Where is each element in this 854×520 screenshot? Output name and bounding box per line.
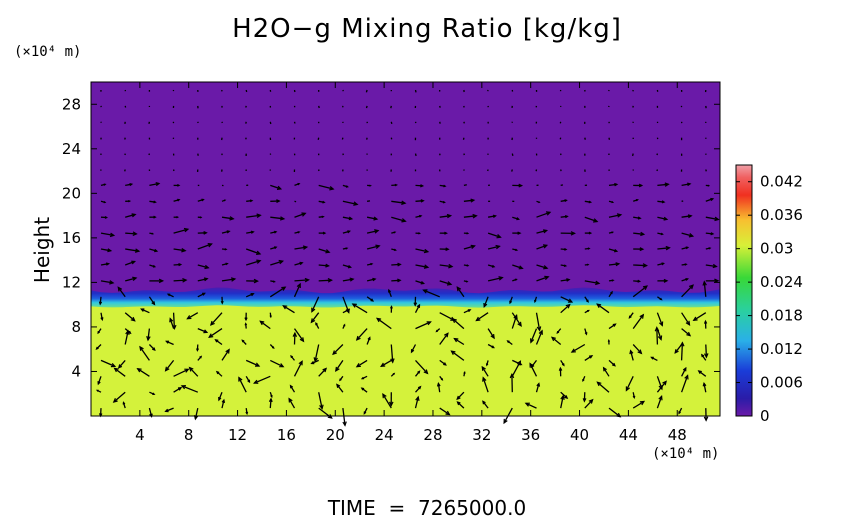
colorbar-tick-label: 0.03 <box>760 240 793 258</box>
time-value: 7265000.0 <box>418 496 526 520</box>
wind-arrow <box>560 138 561 140</box>
colorbar-tick-label: 0.006 <box>760 374 803 392</box>
x-tick-label: 16 <box>277 426 296 444</box>
wind-arrow <box>367 185 370 186</box>
wind-arrow <box>464 185 467 186</box>
x-tick-label: 4 <box>135 426 145 444</box>
x-tick-label: 44 <box>619 426 638 444</box>
wind-arrow <box>174 217 178 218</box>
colorbar-tick-label: 0.024 <box>760 273 803 291</box>
x-tick-label: 48 <box>668 426 687 444</box>
colorbar-tick-label: 0.012 <box>760 340 803 358</box>
wind-arrow <box>440 106 441 108</box>
wind-arrow <box>295 122 296 124</box>
colorbar-tick-label: 0.036 <box>760 206 803 224</box>
wind-arrow <box>149 122 150 124</box>
wind-arrow <box>416 90 417 92</box>
x-tick-label: 12 <box>228 426 247 444</box>
y-tick-label: 8 <box>71 318 81 336</box>
x-tick-label: 20 <box>326 426 345 444</box>
wind-arrow <box>440 122 441 124</box>
wind-arrow <box>416 154 417 156</box>
x-tick-label: 40 <box>570 426 589 444</box>
wind-arrow <box>174 185 179 187</box>
lower-layer <box>91 302 720 416</box>
wind-arrow <box>706 170 707 172</box>
wind-arrow <box>342 138 343 140</box>
x-tick-label: 28 <box>423 426 442 444</box>
time-label: TIME <box>328 496 376 520</box>
wind-arrow <box>125 201 130 202</box>
x-tick-label: 24 <box>375 426 394 444</box>
time-readout: TIME = 7265000.0 <box>0 496 854 520</box>
y-tick-label: 24 <box>62 140 81 158</box>
x-tick-label: 36 <box>521 426 540 444</box>
x-tick-label: 8 <box>184 426 194 444</box>
y-tick-label: 12 <box>62 273 81 291</box>
x-tick-label: 32 <box>472 426 491 444</box>
wind-arrow <box>198 217 201 218</box>
wind-arrow <box>125 170 126 172</box>
colorbar-tick-label: 0.042 <box>760 173 803 191</box>
time-eq: = <box>389 496 406 520</box>
colorbar-tick-label: 0 <box>760 407 770 425</box>
wind-arrow <box>246 90 247 92</box>
wind-arrow <box>416 233 420 234</box>
wind-arrow <box>512 170 513 172</box>
plot-area <box>91 82 720 416</box>
wind-arrow <box>585 264 588 265</box>
wind-arrow <box>319 106 320 108</box>
wind-arrow <box>246 138 247 140</box>
colorbar-scale <box>736 165 752 416</box>
wind-arrow <box>391 122 392 124</box>
y-tick-label: 28 <box>62 95 81 113</box>
wind-arrow <box>512 154 513 156</box>
wind-arrow <box>391 106 392 108</box>
y-tick-label: 4 <box>71 362 81 380</box>
wind-arrow <box>318 138 319 140</box>
wind-arrow <box>366 90 367 92</box>
wind-arrow <box>585 138 586 140</box>
upper-layer <box>91 82 720 302</box>
colorbar: 0 0.006 0.012 0.018 0.024 0.03 0.036 0.042 <box>736 165 803 425</box>
y-tick-label: 20 <box>62 184 81 202</box>
wind-arrow <box>706 185 709 186</box>
wind-arrow <box>585 232 591 234</box>
wind-arrow <box>633 154 634 156</box>
wind-arrow <box>270 122 271 124</box>
wind-arrow <box>464 233 468 234</box>
wind-arrow <box>608 340 609 344</box>
wind-arrow <box>561 185 563 186</box>
wind-arrow <box>367 106 368 108</box>
colorbar-tick-label: 0.018 <box>760 307 803 325</box>
y-tick-label: 16 <box>62 229 81 247</box>
